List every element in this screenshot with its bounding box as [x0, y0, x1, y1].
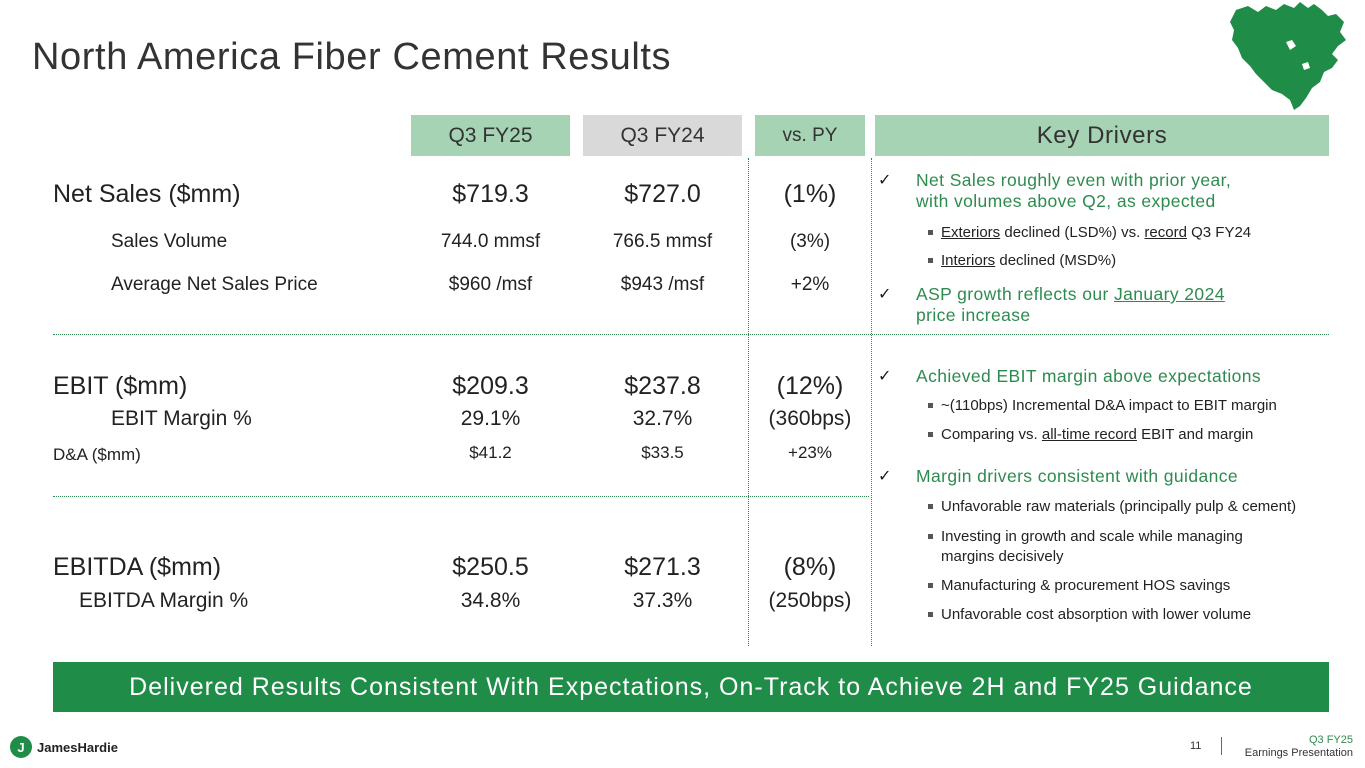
header-key-drivers: Key Drivers	[875, 115, 1329, 156]
net-sales-q3fy24: $727.0	[624, 180, 701, 208]
ebit-margin-q3fy24: 32.7%	[632, 407, 693, 430]
sales-volume-label: Sales Volume	[111, 231, 228, 252]
driver-ebit-sub1: ~(110bps) Incremental D&A impact to EBIT…	[928, 396, 1348, 416]
ebitda-q3fy25: $250.5	[452, 553, 529, 581]
ebit-label: EBIT ($mm)	[53, 372, 188, 400]
header-q3fy25: Q3 FY25	[411, 115, 570, 156]
driver-net-sales-line2: with volumes above Q2, as expected	[916, 191, 1216, 211]
ebitda-margin-q3fy25: 34.8%	[460, 589, 521, 612]
net-sales-vspy: (1%)	[783, 180, 837, 208]
footer-label: Q3 FY25 Earnings Presentation	[1245, 734, 1353, 760]
avg-price-q3fy24: $943 /msf	[620, 274, 705, 295]
ebitda-label: EBITDA ($mm)	[53, 553, 222, 581]
driver-margin-sub4: Unfavorable cost absorption with lower v…	[928, 605, 1348, 625]
ebitda-margin-vspy: (250bps)	[768, 589, 852, 612]
ebit-margin-vspy: (360bps)	[768, 407, 852, 430]
page-title: North America Fiber Cement Results	[32, 36, 672, 78]
divider-1	[53, 334, 1329, 335]
driver-ebit-margin-text: Achieved EBIT margin above expectations	[916, 366, 1262, 386]
checkmark-icon: ✓	[878, 468, 892, 485]
sub1-text-b: Q3 FY24	[1186, 224, 1252, 241]
avg-price-vspy: +2%	[790, 274, 830, 295]
divider-2	[53, 496, 869, 497]
square-bullet-icon	[928, 612, 933, 617]
driver-margin-sub2-line2: margins decisively	[941, 548, 1064, 565]
logo-text: JamesHardie	[37, 739, 118, 755]
driver-ebit-margin: ✓ Achieved EBIT margin above expectation…	[878, 366, 1338, 387]
ebit-margin-q3fy25: 29.1%	[460, 407, 521, 430]
driver-net-sales-sub2: Interiors declined (MSD%)	[928, 251, 1348, 271]
driver-net-sales-sub1: Exteriors declined (LSD%) vs. record Q3 …	[928, 223, 1348, 243]
driver-margin-sub1: Unfavorable raw materials (principally p…	[928, 497, 1348, 517]
da-q3fy24: $33.5	[641, 443, 684, 462]
ebitda-vspy: (8%)	[783, 553, 837, 581]
driver-asp-line2: price increase	[916, 305, 1031, 325]
driver-ebit-sub2: Comparing vs. all-time record EBIT and m…	[928, 425, 1348, 445]
driver-margin-drivers: ✓ Margin drivers consistent with guidanc…	[878, 466, 1338, 487]
ebit-vspy: (12%)	[776, 372, 844, 400]
da-label: D&A ($mm)	[53, 445, 141, 464]
ebit-q3fy25: $209.3	[452, 372, 529, 400]
square-bullet-icon	[928, 403, 933, 408]
divider-vertical-2	[871, 158, 872, 646]
all-time-record-text: all-time record	[1041, 426, 1137, 443]
sales-volume-vspy: (3%)	[789, 231, 831, 252]
exteriors-text: Exteriors	[941, 224, 1001, 241]
avg-price-label: Average Net Sales Price	[111, 274, 318, 295]
january-2024-text: January 2024	[1113, 284, 1225, 304]
driver-asp-text: ASP growth reflects our	[916, 284, 1114, 304]
square-bullet-icon	[928, 583, 933, 588]
north-america-map-icon	[1230, 2, 1346, 110]
ebit-q3fy24: $237.8	[624, 372, 701, 400]
sub-text-a: Comparing vs.	[941, 426, 1042, 443]
sub1-text-a: declined (LSD%) vs.	[1000, 224, 1145, 241]
ebitda-q3fy24: $271.3	[624, 553, 701, 581]
checkmark-icon: ✓	[878, 172, 892, 189]
checkmark-icon: ✓	[878, 286, 892, 303]
ebitda-margin-q3fy24: 37.3%	[632, 589, 693, 612]
driver-margin-sub2: Investing in growth and scale while mana…	[928, 527, 1348, 567]
footer-line1: Q3 FY25	[1308, 734, 1353, 746]
summary-banner: Delivered Results Consistent With Expect…	[53, 662, 1329, 712]
ebit-margin-label: EBIT Margin %	[111, 407, 252, 430]
da-vspy: +23%	[788, 443, 832, 462]
divider-vertical-1	[748, 158, 749, 646]
driver-net-sales: ✓ Net Sales roughly even with prior year…	[878, 170, 1338, 212]
driver-margin-sub4-text: Unfavorable cost absorption with lower v…	[941, 606, 1252, 623]
avg-price-q3fy25: $960 /msf	[448, 274, 533, 295]
square-bullet-icon	[928, 504, 933, 509]
record-text: record	[1144, 224, 1187, 241]
driver-ebit-sub1-text: ~(110bps) Incremental D&A impact to EBIT…	[941, 397, 1277, 414]
sales-volume-q3fy24: 766.5 mmsf	[612, 231, 713, 252]
footer-divider	[1221, 737, 1222, 755]
checkmark-icon: ✓	[878, 368, 892, 385]
sub-text-b: EBIT and margin	[1136, 426, 1254, 443]
header-q3fy24: Q3 FY24	[583, 115, 742, 156]
da-q3fy25: $41.2	[469, 443, 512, 462]
square-bullet-icon	[928, 230, 933, 235]
driver-margin-sub3-text: Manufacturing & procurement HOS savings	[941, 577, 1231, 594]
driver-net-sales-line1: Net Sales roughly even with prior year,	[916, 170, 1232, 190]
header-vs-py: vs. PY	[755, 115, 865, 156]
square-bullet-icon	[928, 258, 933, 263]
driver-margin-sub3: Manufacturing & procurement HOS savings	[928, 576, 1348, 596]
square-bullet-icon	[928, 534, 933, 539]
net-sales-label: Net Sales ($mm)	[53, 180, 241, 208]
sales-volume-q3fy25: 744.0 mmsf	[440, 231, 541, 252]
square-bullet-icon	[928, 432, 933, 437]
driver-margin-sub2-line1: Investing in growth and scale while mana…	[941, 528, 1243, 545]
driver-margin-drivers-text: Margin drivers consistent with guidance	[916, 466, 1238, 486]
driver-margin-sub1-text: Unfavorable raw materials (principally p…	[941, 498, 1297, 515]
sub2-text: declined (MSD%)	[995, 252, 1117, 269]
ebitda-margin-label: EBITDA Margin %	[79, 589, 249, 612]
page-number: 11	[1190, 740, 1202, 752]
footer-line2: Earnings Presentation	[1244, 747, 1353, 759]
company-logo: J JamesHardie	[10, 736, 118, 758]
driver-asp: ✓ ASP growth reflects our January 2024 pr…	[878, 284, 1338, 326]
james-hardie-logo-icon: J	[10, 736, 32, 758]
interiors-text: Interiors	[941, 252, 996, 269]
net-sales-q3fy25: $719.3	[452, 180, 529, 208]
